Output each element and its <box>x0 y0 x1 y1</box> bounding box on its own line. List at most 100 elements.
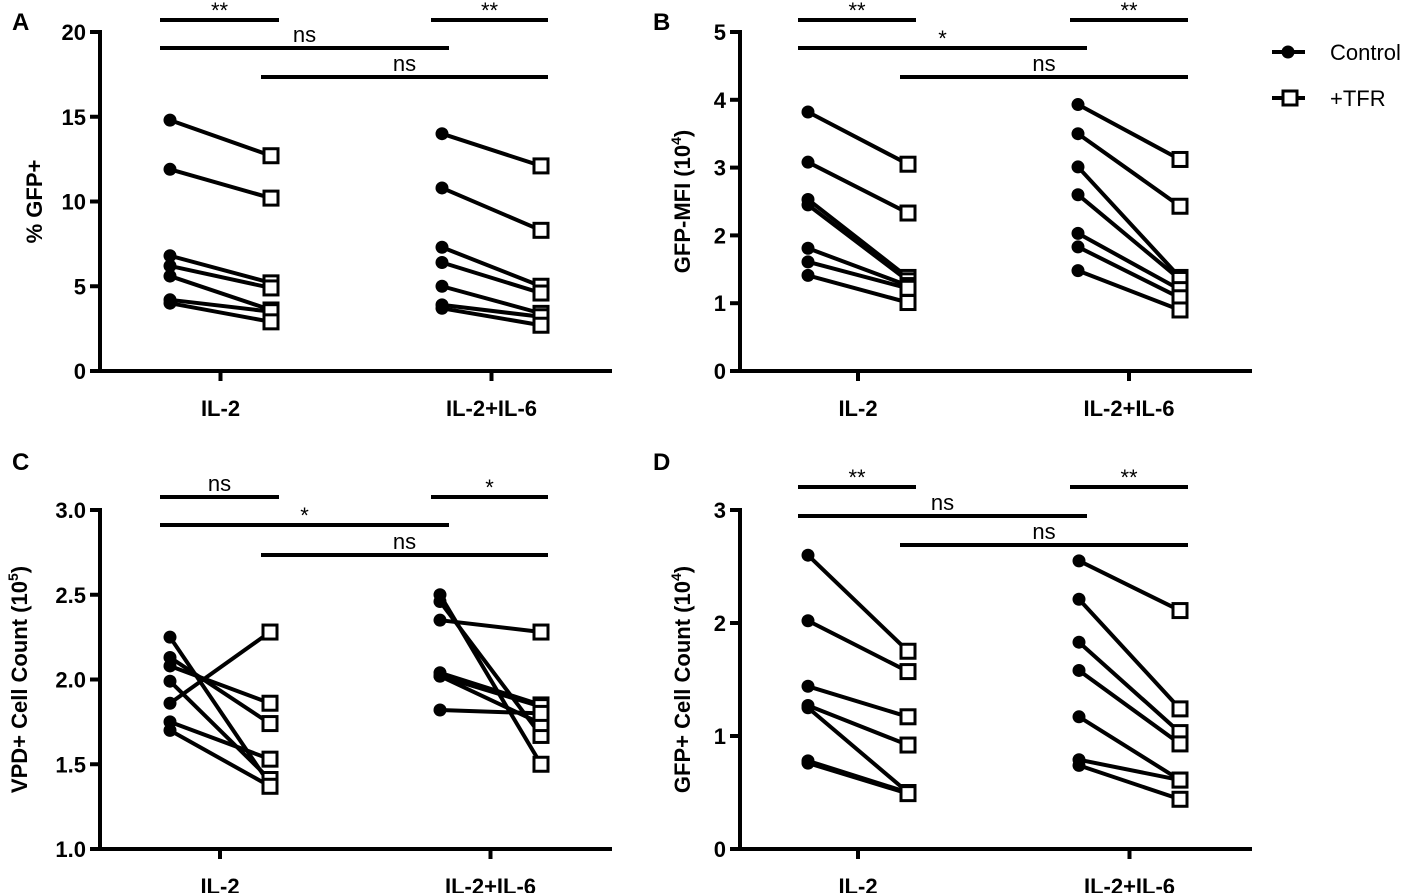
control-point <box>163 113 177 127</box>
control-point <box>801 614 815 628</box>
tfr-point <box>262 313 280 331</box>
x-category-label: IL-2 <box>838 874 877 893</box>
y-tick-label: 2 <box>714 611 726 636</box>
control-point <box>1072 554 1086 568</box>
pair-line <box>169 263 272 290</box>
tfr-point <box>899 736 917 754</box>
tfr-point <box>1171 301 1189 319</box>
significance-label: ns <box>1032 519 1055 544</box>
control-point <box>801 198 815 212</box>
y-axis-label-text: GFP+ Cell Count (10 <box>670 581 695 793</box>
y-axis-label-close: ) <box>670 566 695 573</box>
y-tick-label: 1 <box>714 291 726 316</box>
control-point <box>801 255 815 269</box>
tfr-point <box>532 284 550 302</box>
tfr-point <box>899 642 917 660</box>
control-point <box>801 268 815 282</box>
tfr-point <box>532 623 550 641</box>
tfr-point <box>1171 197 1189 215</box>
tfr-point <box>899 279 917 297</box>
significance-label: * <box>485 475 494 500</box>
pair-line <box>169 664 271 706</box>
legend-tfr-label: +TFR <box>1330 86 1386 111</box>
pair-line <box>807 110 909 166</box>
pair-line <box>169 728 271 789</box>
pair-line <box>1078 559 1181 613</box>
tfr-point <box>899 663 917 681</box>
y-axis-label: % GFP+ <box>22 160 47 244</box>
control-point <box>163 162 177 176</box>
significance-label: ** <box>848 0 866 23</box>
y-tick-label: 1 <box>714 724 726 749</box>
control-point <box>1071 160 1085 174</box>
control-point <box>1071 98 1085 112</box>
tfr-point <box>261 694 279 712</box>
pair-line <box>1077 245 1181 300</box>
pair-line <box>806 203 910 283</box>
pair-line <box>806 553 910 653</box>
control-point <box>801 241 815 255</box>
tfr-point <box>899 708 917 726</box>
control-point <box>801 155 815 169</box>
significance-label: ** <box>1120 0 1138 23</box>
control-point <box>435 301 449 315</box>
pair-line <box>1076 132 1182 208</box>
tfr-point <box>899 294 917 312</box>
control-point <box>433 613 447 627</box>
control-point <box>163 269 177 283</box>
control-point <box>1071 188 1085 202</box>
control-point <box>163 659 177 673</box>
tfr-point <box>262 147 280 165</box>
pair-line <box>1078 757 1181 783</box>
y-tick-label: 15 <box>62 105 86 130</box>
legend: Control +TFR <box>1272 40 1401 111</box>
control-point <box>163 696 177 710</box>
pair-line <box>168 655 272 726</box>
control-point <box>435 240 449 254</box>
tfr-point <box>261 623 279 641</box>
control-point <box>801 756 815 770</box>
panel-letter: D <box>653 449 670 476</box>
pair-line <box>807 618 909 674</box>
panel-letter: B <box>653 9 670 36</box>
control-point <box>1071 127 1085 141</box>
pair-line <box>439 674 542 726</box>
control-point <box>435 181 449 195</box>
control-point <box>1072 710 1086 724</box>
y-tick-label: 0 <box>714 837 726 862</box>
tfr-point <box>899 204 917 222</box>
x-category-label: IL-2+IL-6 <box>1084 874 1175 893</box>
tfr-point <box>532 704 550 722</box>
control-point <box>801 105 815 119</box>
tfr-point <box>1171 700 1189 718</box>
tfr-point <box>261 777 279 795</box>
panel-d: D 0 1 2 3 IL-2 IL-2+IL-6 GFP+ Cell Count (104) *… <box>653 449 1252 893</box>
pair-line <box>806 197 910 280</box>
control-point <box>433 703 447 717</box>
y-tick-label: 1.5 <box>55 752 86 777</box>
significance-label: * <box>938 26 947 51</box>
pair-line <box>1078 763 1181 802</box>
y-axis-label-exponent: 4 <box>668 137 684 145</box>
control-point <box>1071 264 1085 278</box>
pair-line <box>168 630 272 705</box>
control-point <box>435 279 449 293</box>
y-tick-label: 20 <box>62 20 86 45</box>
y-tick-label: 5 <box>74 274 86 299</box>
tfr-point <box>1171 602 1189 620</box>
significance-label: ns <box>393 51 416 76</box>
y-axis-label-text: % GFP+ <box>22 160 47 244</box>
y-tick-label: 4 <box>714 88 727 113</box>
tfr-point <box>532 157 550 175</box>
pair-line <box>807 761 909 796</box>
pair-line <box>168 636 272 786</box>
y-axis-label-exponent: 4 <box>668 573 684 581</box>
pair-line <box>1077 231 1181 292</box>
pair-line <box>1076 165 1182 279</box>
significance-label: ns <box>931 490 954 515</box>
pair-line <box>439 618 542 635</box>
y-tick-label: 10 <box>62 190 86 215</box>
pair-line <box>806 706 910 795</box>
